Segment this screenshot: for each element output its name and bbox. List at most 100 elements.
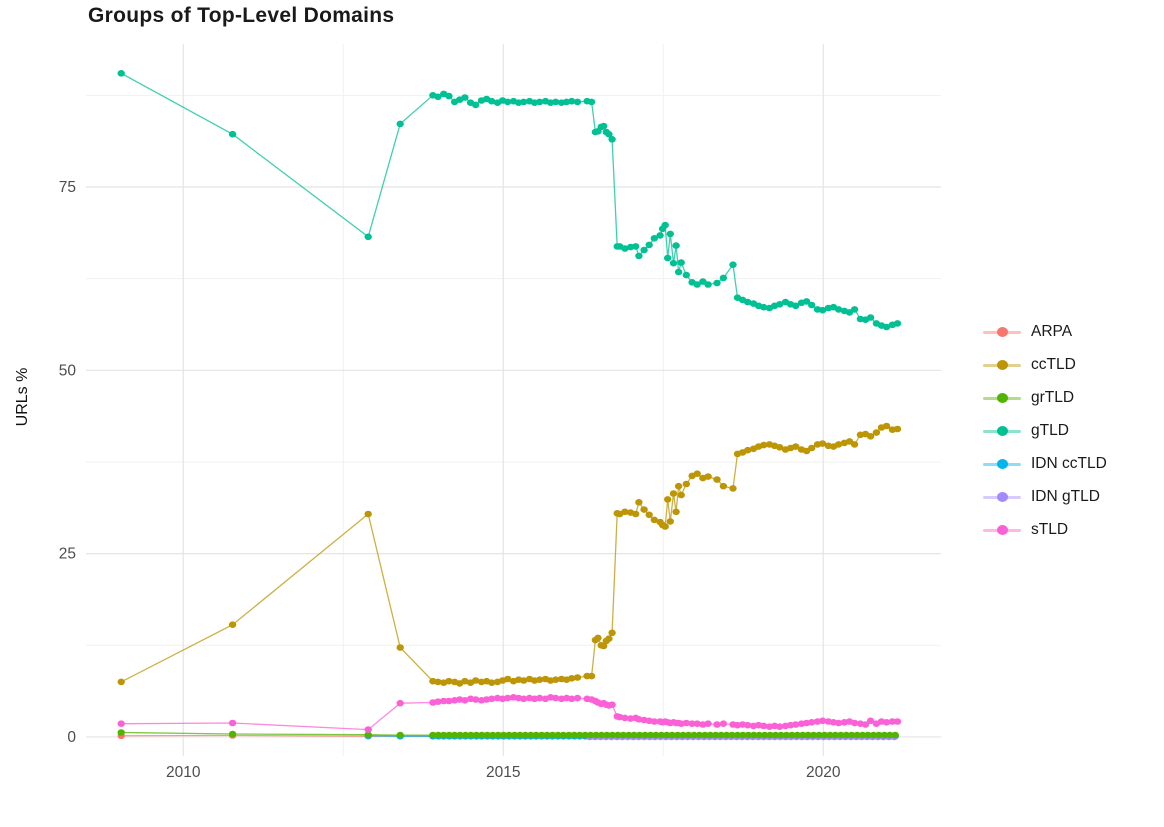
data-point-ccTLD bbox=[808, 444, 816, 452]
data-point-sTLD bbox=[621, 714, 629, 722]
data-point-ccTLD bbox=[605, 635, 613, 642]
data-point-gTLD bbox=[661, 221, 669, 229]
data-point-gTLD bbox=[656, 232, 664, 239]
data-point-grTLD bbox=[777, 731, 785, 739]
data-point-sTLD bbox=[608, 701, 616, 708]
legend-key-dot bbox=[997, 327, 1008, 337]
data-point-gTLD bbox=[664, 254, 672, 262]
data-point-sTLD bbox=[866, 717, 875, 725]
data-point-gTLD bbox=[893, 320, 902, 327]
legend-label: grTLD bbox=[1031, 389, 1075, 406]
data-point-grTLD bbox=[674, 731, 682, 739]
data-point-gTLD bbox=[882, 323, 891, 331]
data-point-sTLD bbox=[117, 720, 125, 727]
data-point-grTLD bbox=[494, 731, 502, 739]
data-point-gTLD bbox=[488, 97, 496, 105]
data-point-sTLD bbox=[818, 717, 827, 725]
data-point-ccTLD bbox=[666, 518, 674, 525]
data-point-gTLD bbox=[719, 274, 728, 282]
data-point-ccTLD bbox=[645, 511, 653, 519]
data-point-grTLD bbox=[625, 731, 633, 739]
data-point-ccTLD bbox=[396, 644, 404, 651]
data-point-grTLD bbox=[869, 731, 878, 739]
data-point-ccTLD bbox=[713, 476, 721, 483]
data-point-sTLD bbox=[650, 718, 658, 725]
data-point-grTLD bbox=[608, 731, 617, 739]
legend-item-grtld: grTLD bbox=[983, 386, 1107, 410]
data-point-ccTLD bbox=[364, 510, 372, 518]
data-point-grTLD bbox=[701, 731, 709, 739]
data-point-grTLD bbox=[837, 731, 845, 739]
data-point-grTLD bbox=[646, 731, 655, 739]
data-point-grTLD bbox=[586, 731, 595, 739]
data-point-gTLD bbox=[504, 98, 512, 106]
data-point-ccTLD bbox=[719, 482, 728, 490]
legend-key-icon bbox=[983, 523, 1021, 537]
data-point-gTLD bbox=[536, 98, 544, 106]
data-point-sTLD bbox=[744, 721, 752, 729]
data-point-gTLD bbox=[866, 314, 875, 321]
data-point-sTLD bbox=[713, 721, 721, 728]
data-point-gTLD bbox=[693, 281, 701, 288]
y-tick-label: 50 bbox=[59, 362, 77, 379]
data-point-grTLD bbox=[483, 731, 491, 739]
data-point-grTLD bbox=[750, 731, 758, 739]
data-point-grTLD bbox=[809, 731, 818, 739]
data-point-ccTLD bbox=[693, 470, 701, 478]
data-point-ccTLD bbox=[594, 634, 602, 642]
data-point-gTLD bbox=[808, 301, 816, 309]
data-point-gTLD bbox=[640, 246, 648, 254]
data-point-ccTLD bbox=[744, 446, 752, 454]
data-point-gTLD bbox=[608, 136, 616, 143]
data-point-gTLD bbox=[760, 303, 768, 311]
data-point-ccTLD bbox=[760, 441, 768, 449]
data-point-sTLD bbox=[888, 718, 897, 725]
data-point-sTLD bbox=[364, 726, 372, 733]
data-point-sTLD bbox=[882, 719, 891, 726]
legend-item-stld: sTLD bbox=[983, 518, 1107, 542]
data-point-grTLD bbox=[733, 731, 742, 739]
legend-label: sTLD bbox=[1031, 521, 1069, 538]
data-point-sTLD bbox=[434, 698, 442, 705]
data-point-grTLD bbox=[706, 731, 714, 739]
chart-title: Groups of Top-Level Domains bbox=[88, 4, 395, 27]
legend-key-dot bbox=[997, 459, 1008, 469]
legend-key-icon bbox=[983, 325, 1021, 339]
data-point-gTLD bbox=[632, 243, 640, 250]
data-point-ccTLD bbox=[632, 510, 640, 518]
data-point-grTLD bbox=[489, 731, 497, 739]
data-point-grTLD bbox=[668, 731, 676, 739]
data-point-grTLD bbox=[684, 731, 693, 739]
data-point-sTLD bbox=[520, 695, 528, 703]
data-point-ccTLD bbox=[792, 443, 800, 450]
data-point-grTLD bbox=[516, 731, 524, 739]
data-point-grTLD bbox=[445, 731, 453, 739]
data-point-grTLD bbox=[864, 731, 872, 739]
data-point-grTLD bbox=[364, 731, 372, 738]
data-point-gTLD bbox=[621, 245, 629, 252]
legend-item-idn-cctld: IDN ccTLD bbox=[983, 452, 1107, 476]
data-point-gTLD bbox=[472, 101, 480, 109]
legend-key-icon bbox=[983, 490, 1021, 504]
data-point-ccTLD bbox=[536, 676, 544, 683]
data-point-gTLD bbox=[573, 98, 582, 106]
data-point-ccTLD bbox=[635, 499, 643, 506]
legend-key-dot bbox=[997, 525, 1008, 535]
data-point-grTLD bbox=[429, 731, 437, 739]
data-point-sTLD bbox=[760, 722, 768, 730]
data-point-grTLD bbox=[117, 729, 125, 736]
data-point-ccTLD bbox=[504, 675, 512, 683]
x-tick-label: 2020 bbox=[806, 764, 841, 781]
data-point-grTLD bbox=[652, 731, 660, 739]
data-point-ccTLD bbox=[568, 675, 576, 682]
data-point-grTLD bbox=[712, 731, 720, 739]
data-point-grTLD bbox=[614, 731, 622, 739]
legend-label: ccTLD bbox=[1031, 356, 1076, 373]
data-point-ccTLD bbox=[117, 678, 125, 686]
data-point-sTLD bbox=[396, 699, 404, 707]
data-point-gTLD bbox=[364, 233, 372, 241]
data-point-ccTLD bbox=[866, 433, 875, 440]
data-point-grTLD bbox=[782, 731, 791, 739]
y-tick-label: 0 bbox=[67, 729, 76, 746]
legend-key-icon bbox=[983, 391, 1021, 405]
